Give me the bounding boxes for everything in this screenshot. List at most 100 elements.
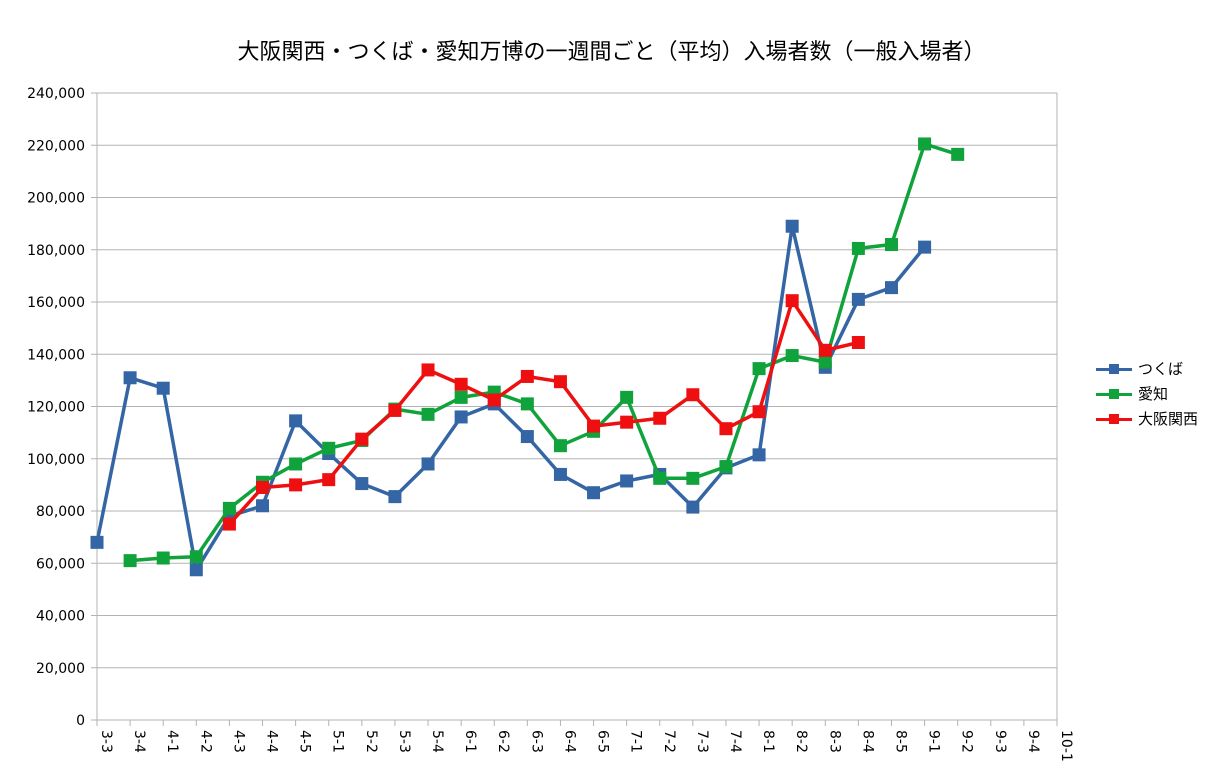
x-tick-label: 6-3: [528, 730, 544, 753]
x-tick-label: 4-1: [164, 730, 180, 753]
legend: つくば 愛知 大阪関西: [1096, 356, 1198, 431]
y-tick-label: 0: [76, 713, 85, 729]
x-tick-label: 9-1: [926, 730, 942, 753]
legend-marker: [1109, 363, 1119, 374]
x-tick-label: 6-5: [595, 730, 611, 753]
x-tick-label: 8-4: [859, 730, 875, 753]
x-tick-label: 7-4: [727, 730, 743, 753]
data-point: [884, 238, 898, 252]
data-point: [752, 362, 766, 376]
data-point: [752, 448, 766, 462]
data-point: [620, 474, 634, 488]
data-point: [918, 240, 932, 254]
x-tick-label: 4-4: [264, 730, 280, 753]
data-point: [752, 405, 766, 419]
legend-item-tsukuba: つくば: [1096, 356, 1198, 381]
y-tick-label: 60,000: [36, 556, 85, 572]
data-point: [520, 369, 534, 383]
data-point: [322, 441, 336, 455]
data-point: [520, 397, 534, 411]
data-point: [421, 363, 435, 377]
legend-swatch: [1096, 412, 1132, 426]
y-tick-label: 220,000: [27, 138, 85, 154]
data-point: [851, 292, 865, 306]
data-point: [553, 467, 567, 481]
data-point: [156, 381, 170, 395]
data-point: [322, 473, 336, 487]
data-point: [355, 432, 369, 446]
x-tick-label: 8-2: [793, 730, 809, 753]
data-point: [818, 355, 832, 369]
series-1: [123, 137, 965, 568]
data-point: [686, 500, 700, 514]
y-tick-label: 240,000: [27, 86, 85, 102]
x-tick-label: 3-3: [98, 730, 114, 753]
data-point: [818, 343, 832, 357]
x-tick-label: 3-4: [131, 730, 147, 753]
x-tick-label: 10-1: [1058, 730, 1074, 762]
data-point: [388, 403, 402, 417]
grid-layer: [91, 92, 1058, 726]
x-tick-label: 5-1: [330, 730, 346, 753]
data-point: [289, 457, 303, 471]
data-point: [587, 486, 601, 500]
data-point: [256, 480, 270, 494]
data-point: [851, 335, 865, 349]
data-point: [156, 551, 170, 565]
y-tick-label: 20,000: [36, 661, 85, 677]
data-point: [222, 501, 236, 515]
data-point: [785, 349, 799, 363]
series-layer: [90, 137, 965, 577]
legend-item-aichi: 愛知: [1096, 381, 1198, 406]
x-tick-label: 7-3: [694, 730, 710, 753]
data-point: [653, 411, 667, 425]
x-tick-label: 5-2: [363, 730, 379, 753]
data-point: [289, 414, 303, 428]
x-tick-label: 4-3: [230, 730, 246, 753]
data-point: [90, 535, 104, 549]
y-tick-label: 200,000: [27, 191, 85, 207]
x-tick-label: 8-3: [826, 730, 842, 753]
data-point: [421, 457, 435, 471]
legend-label: 愛知: [1138, 385, 1169, 403]
data-point: [454, 410, 468, 424]
legend-item-osaka-kansai: 大阪関西: [1096, 406, 1198, 431]
y-tick-label: 40,000: [36, 609, 85, 625]
data-point: [189, 563, 203, 577]
data-point: [686, 471, 700, 485]
x-tick-label: 5-3: [396, 730, 412, 753]
data-point: [653, 471, 667, 485]
x-tick-label: 4-5: [297, 730, 313, 753]
data-point: [884, 281, 898, 295]
data-point: [222, 517, 236, 531]
x-tick-label: 9-2: [959, 730, 975, 753]
data-point: [189, 550, 203, 564]
data-point: [553, 439, 567, 453]
data-point: [785, 294, 799, 308]
series-2: [222, 294, 865, 531]
data-point: [487, 393, 501, 407]
chart-title: 大阪関西・つくば・愛知万博の一週間ごと（平均）入場者数（一般入場者）: [237, 40, 986, 65]
y-tick-label: 180,000: [27, 243, 85, 259]
data-point: [719, 460, 733, 474]
x-tick-label: 9-3: [992, 730, 1008, 753]
x-tick-label: 5-4: [429, 730, 445, 753]
data-point: [355, 477, 369, 491]
x-tick-label: 7-2: [661, 730, 677, 753]
x-tick-label: 6-2: [495, 730, 511, 753]
x-tick-label: 8-5: [892, 730, 908, 753]
y-tick-label: 140,000: [27, 347, 85, 363]
data-point: [719, 422, 733, 436]
data-point: [388, 490, 402, 504]
x-tick-label: 9-4: [1025, 730, 1041, 753]
data-point: [620, 390, 634, 404]
data-point: [520, 430, 534, 444]
x-tick-label: 7-1: [628, 730, 644, 753]
x-tick-label: 4-2: [197, 730, 213, 753]
data-point: [918, 137, 932, 151]
data-point: [951, 147, 965, 161]
x-tick-label: 8-1: [760, 730, 776, 753]
data-point: [421, 407, 435, 421]
data-point: [289, 478, 303, 492]
